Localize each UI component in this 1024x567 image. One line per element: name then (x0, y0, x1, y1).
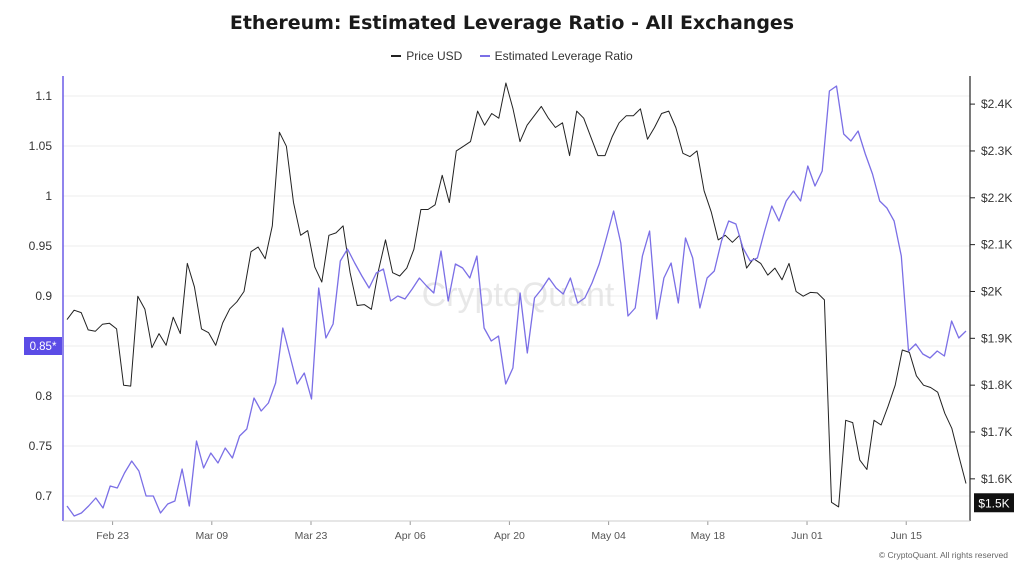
copyright-text: © CryptoQuant. All rights reserved (878, 550, 1008, 560)
x-tick-label: Apr 06 (395, 530, 426, 542)
last-value-badge-right-bg (974, 493, 1014, 513)
last-value-badge-right: $1.5K (978, 496, 1009, 510)
y-right-tick-label: $1.7K (981, 425, 1012, 439)
chart-title: Ethereum: Estimated Leverage Ratio - All… (229, 12, 795, 34)
y-right-tick-label: $1.9K (981, 331, 1012, 345)
gridlines (63, 95, 970, 497)
y-left-tick-label: 0.75 (29, 439, 53, 453)
y-left-tick-label: 1.1 (35, 89, 52, 103)
legend-swatch-leverage (479, 55, 490, 57)
y-left-tick-label: 1.05 (29, 139, 53, 153)
y-left-tick-label: 0.9 (35, 289, 52, 303)
x-tick-label: Mar 09 (195, 530, 228, 542)
legend-label-leverage: Estimated Leverage Ratio (494, 49, 633, 63)
y-right-tick-label: $2.1K (981, 238, 1012, 252)
legend-swatch-price (391, 55, 402, 57)
x-tick-label: Feb 23 (96, 530, 129, 542)
y-left-tick-label: 0.8 (35, 389, 52, 403)
last-value-badge-left: 0.85* (30, 341, 57, 353)
legend-item-leverage[interactable]: Estimated Leverage Ratio (479, 49, 633, 63)
y-left-tick-label: 0.7 (35, 489, 52, 503)
x-tick-label: Mar 23 (295, 530, 328, 542)
last-value-badge-left-bg (24, 337, 62, 355)
legend-item-price[interactable]: Price USD (391, 49, 462, 63)
y-right-tick-label: $2.3K (981, 144, 1012, 158)
y-right-tick-label: $2.4K (981, 97, 1012, 111)
x-tick-label: Apr 20 (494, 530, 525, 542)
y-right-tick-label: $1.8K (981, 378, 1012, 392)
y-left-tick-label: 1 (45, 189, 52, 203)
x-tick-label: May 18 (691, 530, 726, 542)
x-tick-label: May 04 (591, 530, 626, 542)
y-right-tick-label: $1.6K (981, 472, 1012, 486)
legend: Price USD Estimated Leverage Ratio (0, 46, 1024, 63)
series-line-price (66, 82, 967, 508)
x-tick-label: Jun 15 (890, 530, 922, 542)
series-line-leverage (66, 85, 967, 517)
x-tick-label: Jun 01 (791, 530, 823, 542)
y-right-tick-label: $2K (981, 284, 1002, 298)
tick-labels: 0.70.750.80.850.90.9511.051.1$1.6K$1.7K$… (29, 89, 1013, 542)
y-left-tick-label: 0.95 (29, 239, 53, 253)
series-lines (66, 82, 967, 517)
y-right-tick-label: $2.2K (981, 191, 1012, 205)
last-value-badges: 0.85* $1.5K (24, 337, 1014, 513)
axes (62, 76, 975, 525)
legend-label-price: Price USD (406, 49, 463, 63)
